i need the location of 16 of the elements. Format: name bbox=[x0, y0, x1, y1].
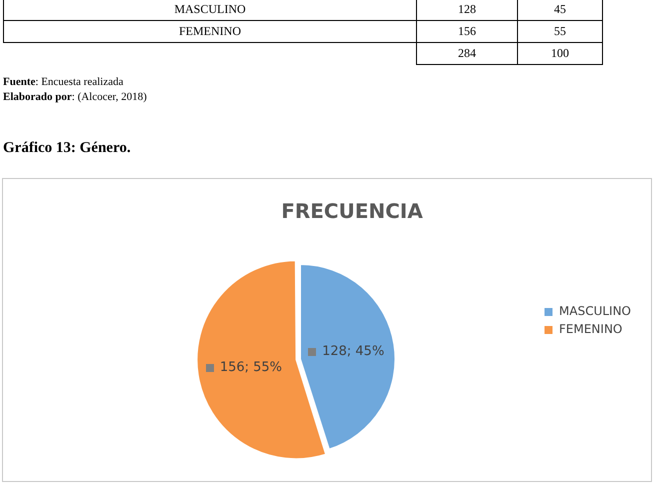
category-label: MASCULINO bbox=[174, 2, 246, 16]
text: Gráfico 13: Género. bbox=[3, 140, 131, 157]
text: 45 bbox=[518, 0, 602, 20]
text: 55 bbox=[518, 20, 602, 42]
data-label: 128; 45% bbox=[322, 344, 384, 360]
legend-label: FEMENINO bbox=[559, 322, 622, 336]
data-label: 156; 55% bbox=[220, 360, 282, 376]
text: Elaborado por: (Alcocer, 2018) bbox=[3, 91, 147, 103]
text: 128 bbox=[416, 0, 518, 20]
chart-title: FRECUENCIA bbox=[281, 199, 424, 224]
category-label: FEMENINO bbox=[179, 24, 241, 38]
legend-label: MASCULINO bbox=[559, 304, 632, 318]
text: 100 bbox=[518, 42, 602, 64]
source-note: Fuente: Encuesta realizada bbox=[3, 76, 124, 88]
text: 156 bbox=[416, 20, 518, 42]
text: 284 bbox=[416, 42, 518, 64]
